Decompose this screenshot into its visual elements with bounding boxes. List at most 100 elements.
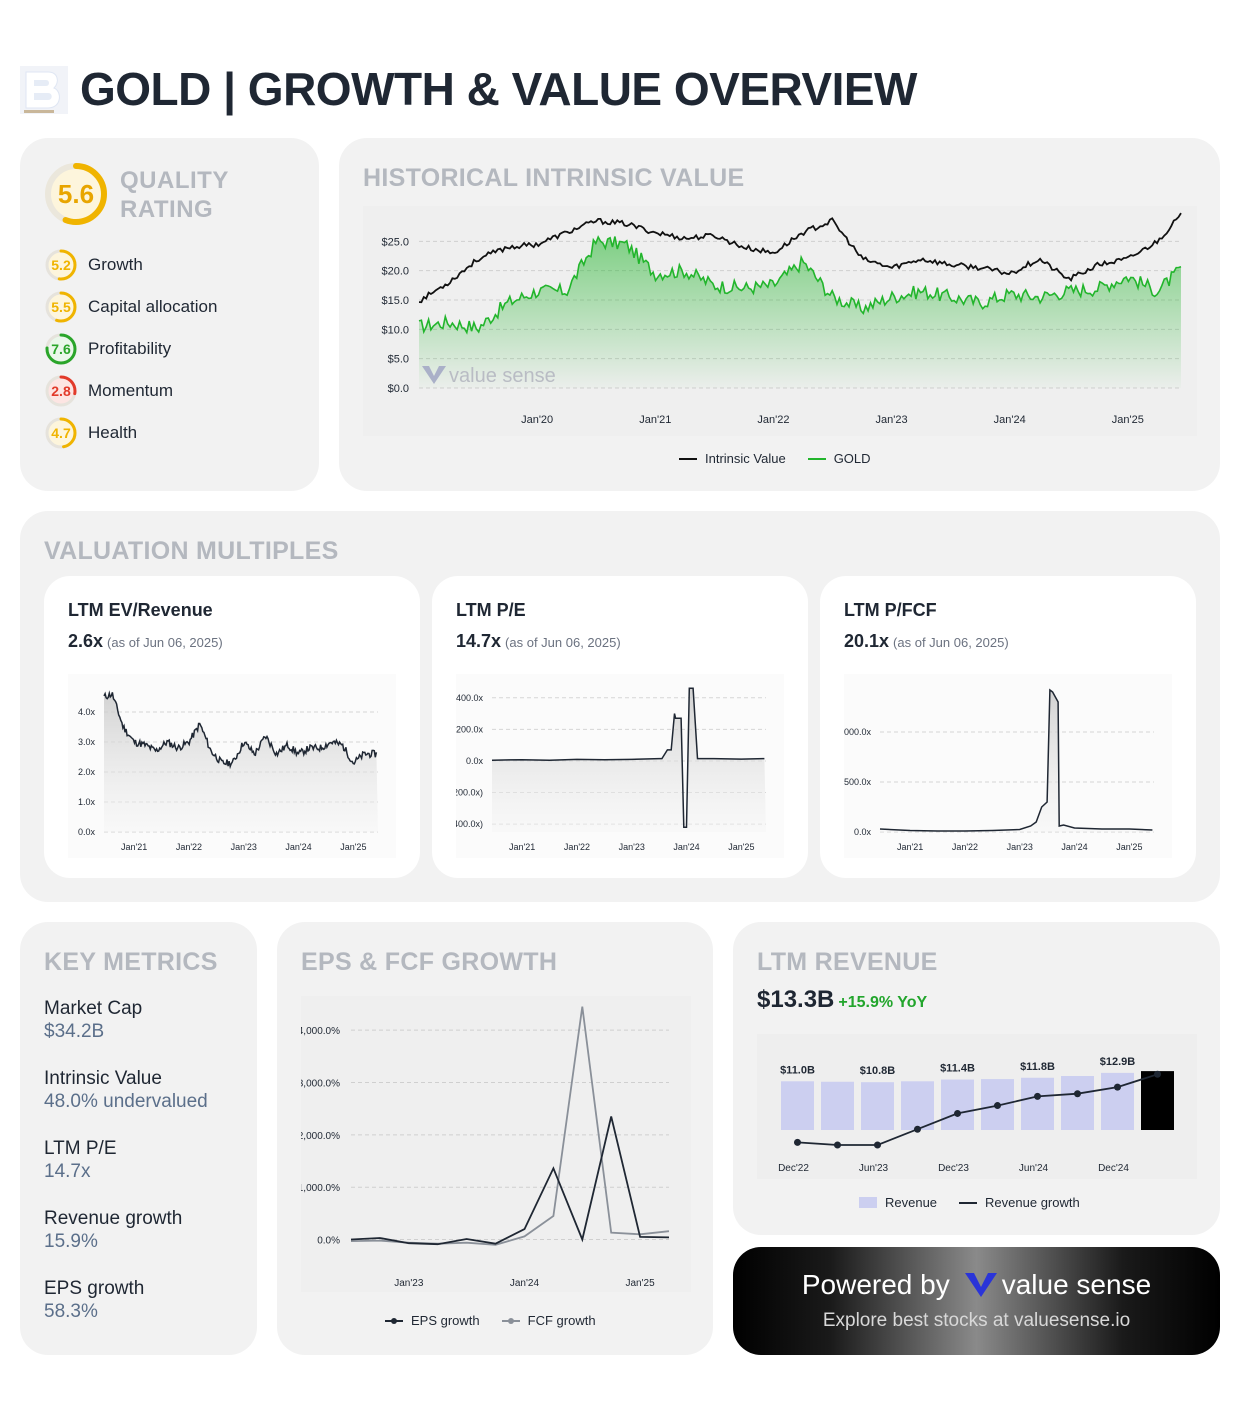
ev-revenue-value: 2.6x (as of Jun 06, 2025) [68,631,223,651]
quality-item-label: Health [88,423,138,442]
y-tick-label: 0.0x [854,827,872,837]
x-tick-label: Jan'23 [619,842,645,852]
historical-chart: $0.0 $5.0 $10.0 $15.0 $20.0 $25.0 Jan'20 Jan'21… [363,206,1197,436]
ltm-revenue-title: LTM REVENUE [757,948,938,976]
revenue-growth-point [1034,1092,1041,1100]
revenue-growth-point [794,1138,801,1146]
powered-by-banner[interactable]: Powered by value sense Explore best stoc… [733,1247,1220,1355]
y-tick-label: (200.0x) [456,788,483,798]
x-tick-label: Jan'21 [639,414,671,426]
quality-ring-arc [45,375,77,407]
key-metric-item: LTM P/E 14.7x [44,1138,117,1183]
quality-item-ring [45,333,77,365]
quality-item-score: 4.7 [51,425,71,441]
x-tick-label: Jan'22 [176,842,202,852]
legend-line-dot-icon [501,1317,520,1324]
x-tick-label: Jan'25 [626,1278,656,1289]
quality-item-score: 7.6 [51,341,71,357]
y-tick-label: 0.0x [466,756,484,766]
key-metric-item: Market Cap $34.2B [44,998,142,1043]
key-metric-item: EPS growth 58.3% [44,1278,144,1323]
key-metric-value: 14.7x [44,1161,91,1182]
y-tick-label: 1,000.0x [844,727,871,737]
revenue-bar [1101,1072,1134,1130]
ev-revenue-chart: 0.0x 1.0x 2.0x 3.0x 4.0x Jan'21 Jan'22 Jan'23 Ja… [68,674,396,858]
revenue-bar [901,1081,934,1130]
quality-item-ring [45,417,77,449]
quality-item-label: Momentum [88,381,174,400]
y-tick-label: $20.0 [381,266,409,278]
key-metric-value: 15.9% [44,1231,98,1252]
revenue-bar-label: $11.4B [940,1063,975,1075]
x-tick-label: Dec'23 [938,1163,969,1174]
x-tick-label: Jan'21 [897,842,923,852]
legend-line-dot-icon [385,1317,403,1324]
legend-eps-growth: EPS growth [385,1313,480,1328]
watermark-text: value sense [449,365,556,387]
quality-item: 7.6 Profitability [44,332,294,366]
pe-title: LTM P/E [456,600,526,620]
pe-card: LTM P/E 14.7x(as of Jun 06, 2025) (400.0… [432,576,808,878]
multiple-line [879,688,1153,832]
y-tick-label: $25.0 [381,236,409,248]
key-metric-label: Revenue growth [44,1208,183,1229]
x-tick-label: Jan'23 [394,1278,424,1289]
legend-line-icon [679,457,697,460]
quality-item: 5.5 Capital allocation [44,290,294,324]
multiple-line [103,690,378,770]
revenue-growth-point [874,1141,881,1149]
quality-item-label: Growth [88,255,143,274]
x-tick-label: Jan'25 [1116,842,1142,852]
quality-item-label: Capital allocation [88,297,218,316]
revenue-bar [861,1082,894,1130]
quality-ring-arc [45,417,77,449]
quality-item-score: 5.2 [51,257,71,273]
key-metrics-card: KEY METRICS Market Cap $34.2B Intrinsic Va… [20,922,257,1355]
x-tick-label: Jan'20 [521,414,553,426]
key-metric-label: Market Cap [44,998,143,1019]
y-tick-label: 4.0x [78,707,96,717]
x-tick-label: Jan'24 [510,1278,540,1289]
key-metric-value: 58.3% [44,1301,98,1322]
quality-item: 5.2 Growth [44,248,294,282]
quality-item-ring [45,291,77,323]
ltm-revenue-card: LTM REVENUE $13.3B +15.9% YoY $11.0B $10.8… [733,922,1220,1235]
x-tick-label: Jan'25 [1112,414,1144,426]
valuation-multiples-card: VALUATION MULTIPLES LTM EV/Revenue 2.6x(… [20,511,1220,902]
legend-intrinsic-value: Intrinsic Value [679,451,786,466]
x-tick-label: Jan'22 [952,842,978,852]
gold-area [419,236,1181,388]
y-tick-label: $5.0 [388,354,409,366]
quality-score-ring [45,163,107,225]
y-tick-label: $10.0 [381,324,409,336]
quality-item-score: 5.5 [51,299,71,315]
legend-fcf-growth: FCF growth [501,1313,596,1328]
pfcf-chart: 0.0x 500.0x 1,000.0x Jan'21 Jan'22 Jan'23 Jan'… [844,674,1172,858]
revenue-bar [1061,1075,1094,1130]
revenue-bar [1141,1071,1174,1130]
y-tick-label: 400.0x [456,693,483,703]
y-tick-label: 0.0x [78,827,96,837]
legend-line-icon [959,1201,978,1204]
ev-revenue-title: LTM EV/Revenue [68,600,213,620]
y-tick-label: $0.0 [388,383,409,395]
revenue-growth-point [834,1141,841,1149]
y-tick-label: 2.0x [78,767,96,777]
x-tick-label: Jan'24 [285,842,311,852]
quality-ring-arc [45,333,77,365]
watermark-v-icon [422,366,446,384]
legend-bar-icon [859,1196,877,1208]
x-tick-label: Jan'23 [231,842,257,852]
x-tick-label: Jan'23 [876,414,908,426]
y-tick-label: 3.0x [78,737,96,747]
page-title: GOLD | GROWTH & VALUE OVERVIEW [80,63,917,115]
quality-item-ring [45,249,77,281]
quality-rating-title: QUALITY RATING [120,167,229,223]
key-metric-label: Intrinsic Value [44,1068,162,1089]
revenue-bar-label: $11.0B [780,1064,815,1076]
pfcf-title: LTM P/FCF [844,600,937,620]
valuesense-brand: value sense [964,1269,1151,1301]
historical-title: HISTORICAL INTRINSIC VALUE [363,164,745,192]
quality-item: 4.7 Health [44,416,294,450]
quality-item: 2.8 Momentum [44,374,294,408]
